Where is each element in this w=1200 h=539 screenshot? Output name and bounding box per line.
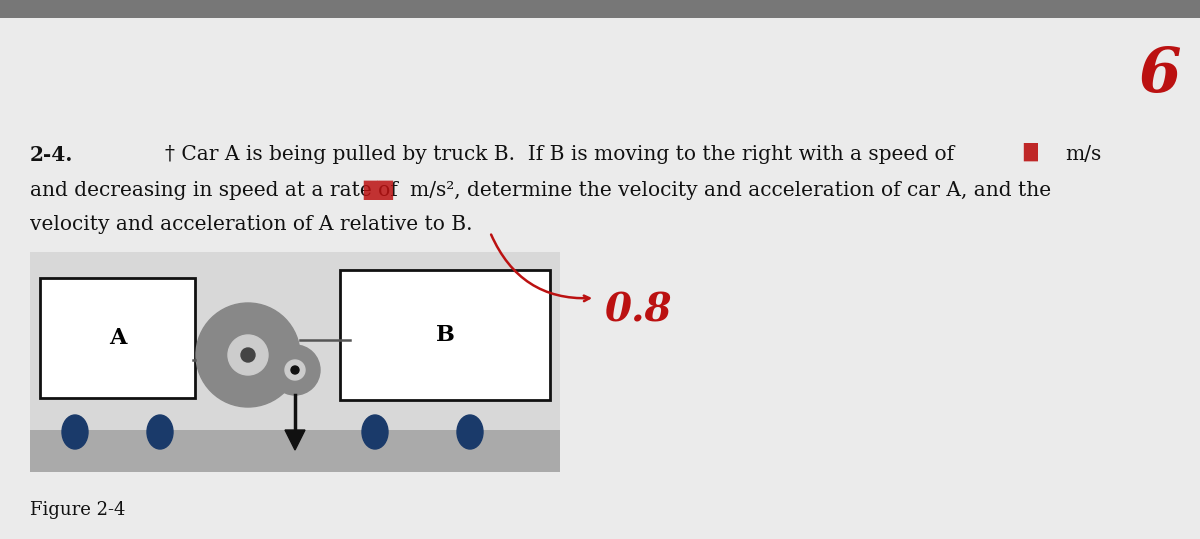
Text: 2-4.: 2-4. <box>30 145 73 165</box>
Circle shape <box>196 303 300 407</box>
Text: ██: ██ <box>364 181 394 199</box>
Text: █: █ <box>1024 143 1037 161</box>
Text: A: A <box>109 327 126 349</box>
Circle shape <box>228 335 268 375</box>
Circle shape <box>241 348 256 362</box>
Ellipse shape <box>148 415 173 449</box>
Polygon shape <box>286 430 305 450</box>
Ellipse shape <box>457 415 482 449</box>
Text: † Car A is being pulled by truck B.  If B is moving to the right with a speed of: † Car A is being pulled by truck B. If B… <box>166 146 954 164</box>
Text: Figure 2-4: Figure 2-4 <box>30 501 125 519</box>
Text: 6: 6 <box>1139 45 1181 105</box>
Text: and decreasing in speed at a rate of: and decreasing in speed at a rate of <box>30 181 397 199</box>
Text: 0.8: 0.8 <box>605 291 672 329</box>
Text: velocity and acceleration of A relative to B.: velocity and acceleration of A relative … <box>30 216 473 234</box>
Circle shape <box>292 366 299 374</box>
Ellipse shape <box>62 415 88 449</box>
Text: m/s², determine the velocity and acceleration of car A, and the: m/s², determine the velocity and acceler… <box>410 181 1051 199</box>
Circle shape <box>270 345 320 395</box>
FancyBboxPatch shape <box>40 278 194 398</box>
Text: m/s: m/s <box>1066 146 1102 164</box>
FancyBboxPatch shape <box>30 430 560 472</box>
Circle shape <box>286 360 305 380</box>
Text: B: B <box>436 324 455 346</box>
FancyBboxPatch shape <box>340 270 550 400</box>
FancyBboxPatch shape <box>0 0 1200 18</box>
Ellipse shape <box>362 415 388 449</box>
FancyBboxPatch shape <box>30 252 560 472</box>
